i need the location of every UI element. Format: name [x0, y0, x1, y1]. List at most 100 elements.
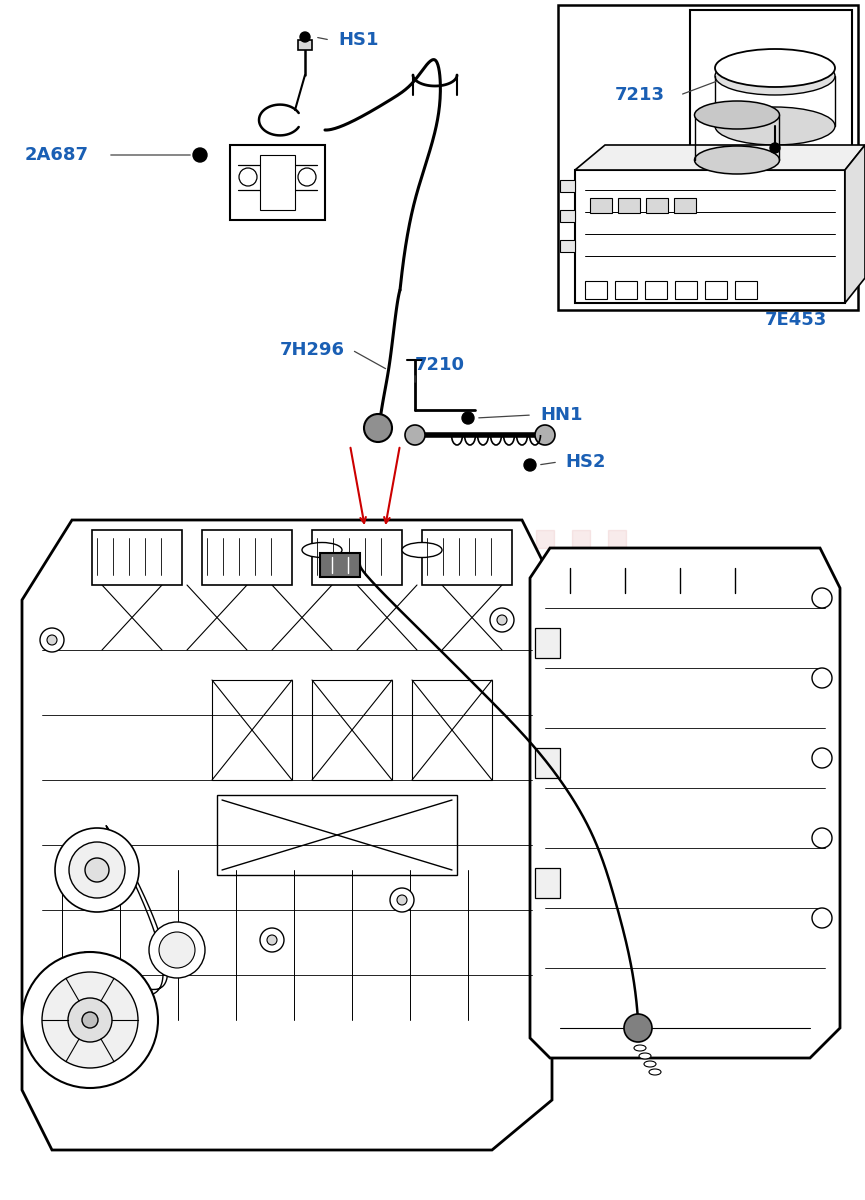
Bar	[536, 530, 554, 548]
Bar	[260, 155, 295, 210]
Bar	[618, 198, 640, 214]
Bar	[572, 602, 590, 620]
Bar	[705, 281, 727, 299]
Circle shape	[149, 922, 205, 978]
Circle shape	[397, 895, 407, 905]
Circle shape	[239, 168, 257, 186]
Bar	[535, 628, 560, 658]
Circle shape	[298, 168, 316, 186]
Circle shape	[812, 588, 832, 608]
Bar	[536, 602, 554, 620]
Circle shape	[300, 32, 310, 42]
Bar	[590, 548, 608, 566]
Bar	[554, 548, 572, 566]
Circle shape	[40, 628, 64, 652]
Circle shape	[22, 952, 158, 1088]
Bar	[217, 794, 457, 875]
Bar	[572, 638, 590, 656]
Bar	[500, 638, 518, 656]
Bar	[298, 40, 312, 50]
Circle shape	[812, 828, 832, 848]
Bar	[560, 210, 575, 222]
Bar	[535, 748, 560, 778]
Circle shape	[193, 148, 207, 162]
Bar	[674, 198, 696, 214]
Text: 7213: 7213	[615, 86, 665, 104]
Circle shape	[624, 1014, 652, 1042]
Text: 7210: 7210	[415, 356, 465, 374]
Bar	[558, 5, 858, 310]
Bar	[572, 530, 590, 548]
Bar	[735, 281, 757, 299]
Bar	[608, 638, 626, 656]
Bar	[92, 530, 182, 584]
Bar	[645, 281, 667, 299]
Text: 2A687: 2A687	[25, 146, 89, 164]
Ellipse shape	[715, 107, 835, 145]
Bar	[560, 180, 575, 192]
Bar	[690, 10, 852, 158]
Circle shape	[260, 928, 284, 952]
Ellipse shape	[695, 146, 779, 174]
Ellipse shape	[649, 1069, 661, 1075]
Bar	[608, 602, 626, 620]
Bar	[560, 240, 575, 252]
Bar	[412, 680, 492, 780]
Bar	[500, 530, 518, 548]
Bar	[572, 566, 590, 584]
Polygon shape	[22, 520, 552, 1150]
Bar	[554, 620, 572, 638]
Polygon shape	[575, 145, 865, 170]
Bar	[646, 198, 668, 214]
Bar	[575, 170, 845, 302]
Circle shape	[770, 143, 780, 152]
Text: 7H296: 7H296	[280, 341, 345, 359]
Circle shape	[405, 425, 425, 445]
Bar	[500, 566, 518, 584]
Circle shape	[42, 972, 138, 1068]
Ellipse shape	[715, 56, 835, 95]
Circle shape	[390, 888, 414, 912]
Bar	[518, 620, 536, 638]
Circle shape	[364, 414, 392, 442]
Text: HS1: HS1	[338, 31, 379, 49]
Bar	[536, 566, 554, 584]
Bar	[590, 198, 612, 214]
Bar	[554, 584, 572, 602]
Bar	[608, 530, 626, 548]
Bar	[590, 584, 608, 602]
Circle shape	[462, 412, 474, 424]
Ellipse shape	[302, 542, 342, 558]
Ellipse shape	[634, 1045, 646, 1051]
Bar	[212, 680, 292, 780]
Polygon shape	[530, 548, 840, 1058]
Bar	[500, 602, 518, 620]
Circle shape	[524, 458, 536, 470]
Bar	[422, 530, 512, 584]
Ellipse shape	[695, 101, 779, 128]
Circle shape	[82, 1012, 98, 1028]
Bar	[615, 281, 637, 299]
Bar	[518, 584, 536, 602]
Bar	[312, 530, 402, 584]
Polygon shape	[845, 145, 865, 302]
Bar	[536, 638, 554, 656]
Ellipse shape	[402, 542, 442, 558]
Bar	[202, 530, 292, 584]
Bar	[585, 281, 607, 299]
Circle shape	[490, 608, 514, 632]
Text: HN1: HN1	[540, 406, 582, 424]
Circle shape	[85, 858, 109, 882]
Circle shape	[159, 932, 195, 968]
Circle shape	[267, 935, 277, 946]
Circle shape	[535, 425, 555, 445]
Circle shape	[47, 635, 57, 646]
Circle shape	[68, 998, 112, 1042]
Text: 7E453: 7E453	[765, 311, 827, 329]
Bar	[535, 868, 560, 898]
Circle shape	[497, 614, 507, 625]
Circle shape	[812, 668, 832, 688]
Bar	[518, 548, 536, 566]
Bar	[312, 680, 392, 780]
Text: HS2: HS2	[565, 452, 606, 470]
